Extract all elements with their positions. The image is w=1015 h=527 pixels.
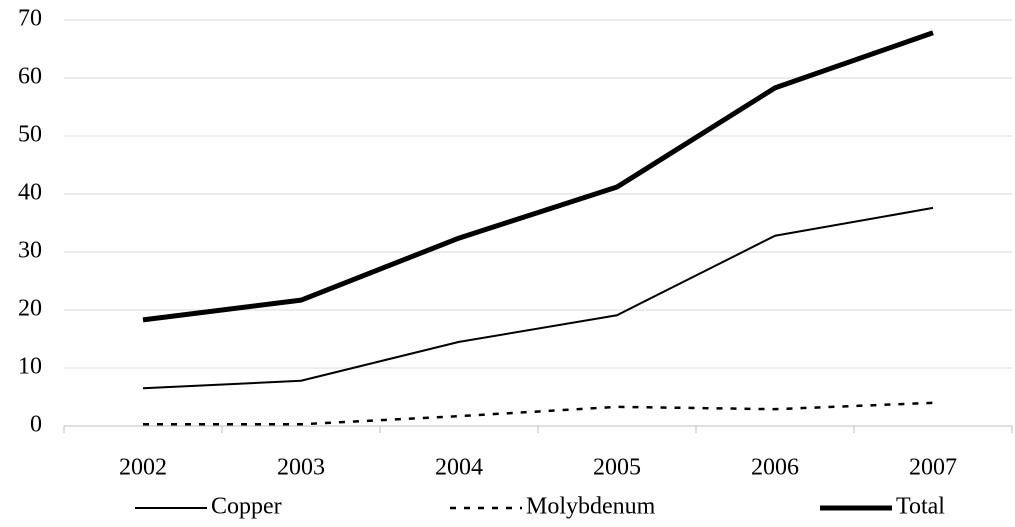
x-tick-label: 2003 [277, 455, 325, 481]
y-tick-label: 10 [18, 354, 42, 380]
legend-label: Molybdenum [526, 494, 656, 520]
y-tick-label: 50 [18, 122, 42, 148]
y-tick-label: 70 [18, 6, 42, 32]
y-tick-label: 60 [18, 64, 42, 90]
legend-label: Copper [211, 494, 282, 520]
x-tick-label: 2002 [119, 455, 167, 481]
series-line [142, 30, 934, 323]
y-tick-label: 0 [30, 412, 42, 438]
x-tick-label: 2005 [593, 455, 641, 481]
x-tick-label: 2007 [909, 455, 957, 481]
y-tick-label: 40 [18, 180, 42, 206]
x-tick-label: 2004 [435, 455, 483, 481]
y-tick-label: 20 [18, 296, 42, 322]
legend-label: Total [896, 494, 945, 520]
series-line [143, 401, 934, 426]
y-tick-label: 30 [18, 238, 42, 264]
x-tick-label: 2006 [751, 455, 799, 481]
series-line [142, 206, 934, 390]
